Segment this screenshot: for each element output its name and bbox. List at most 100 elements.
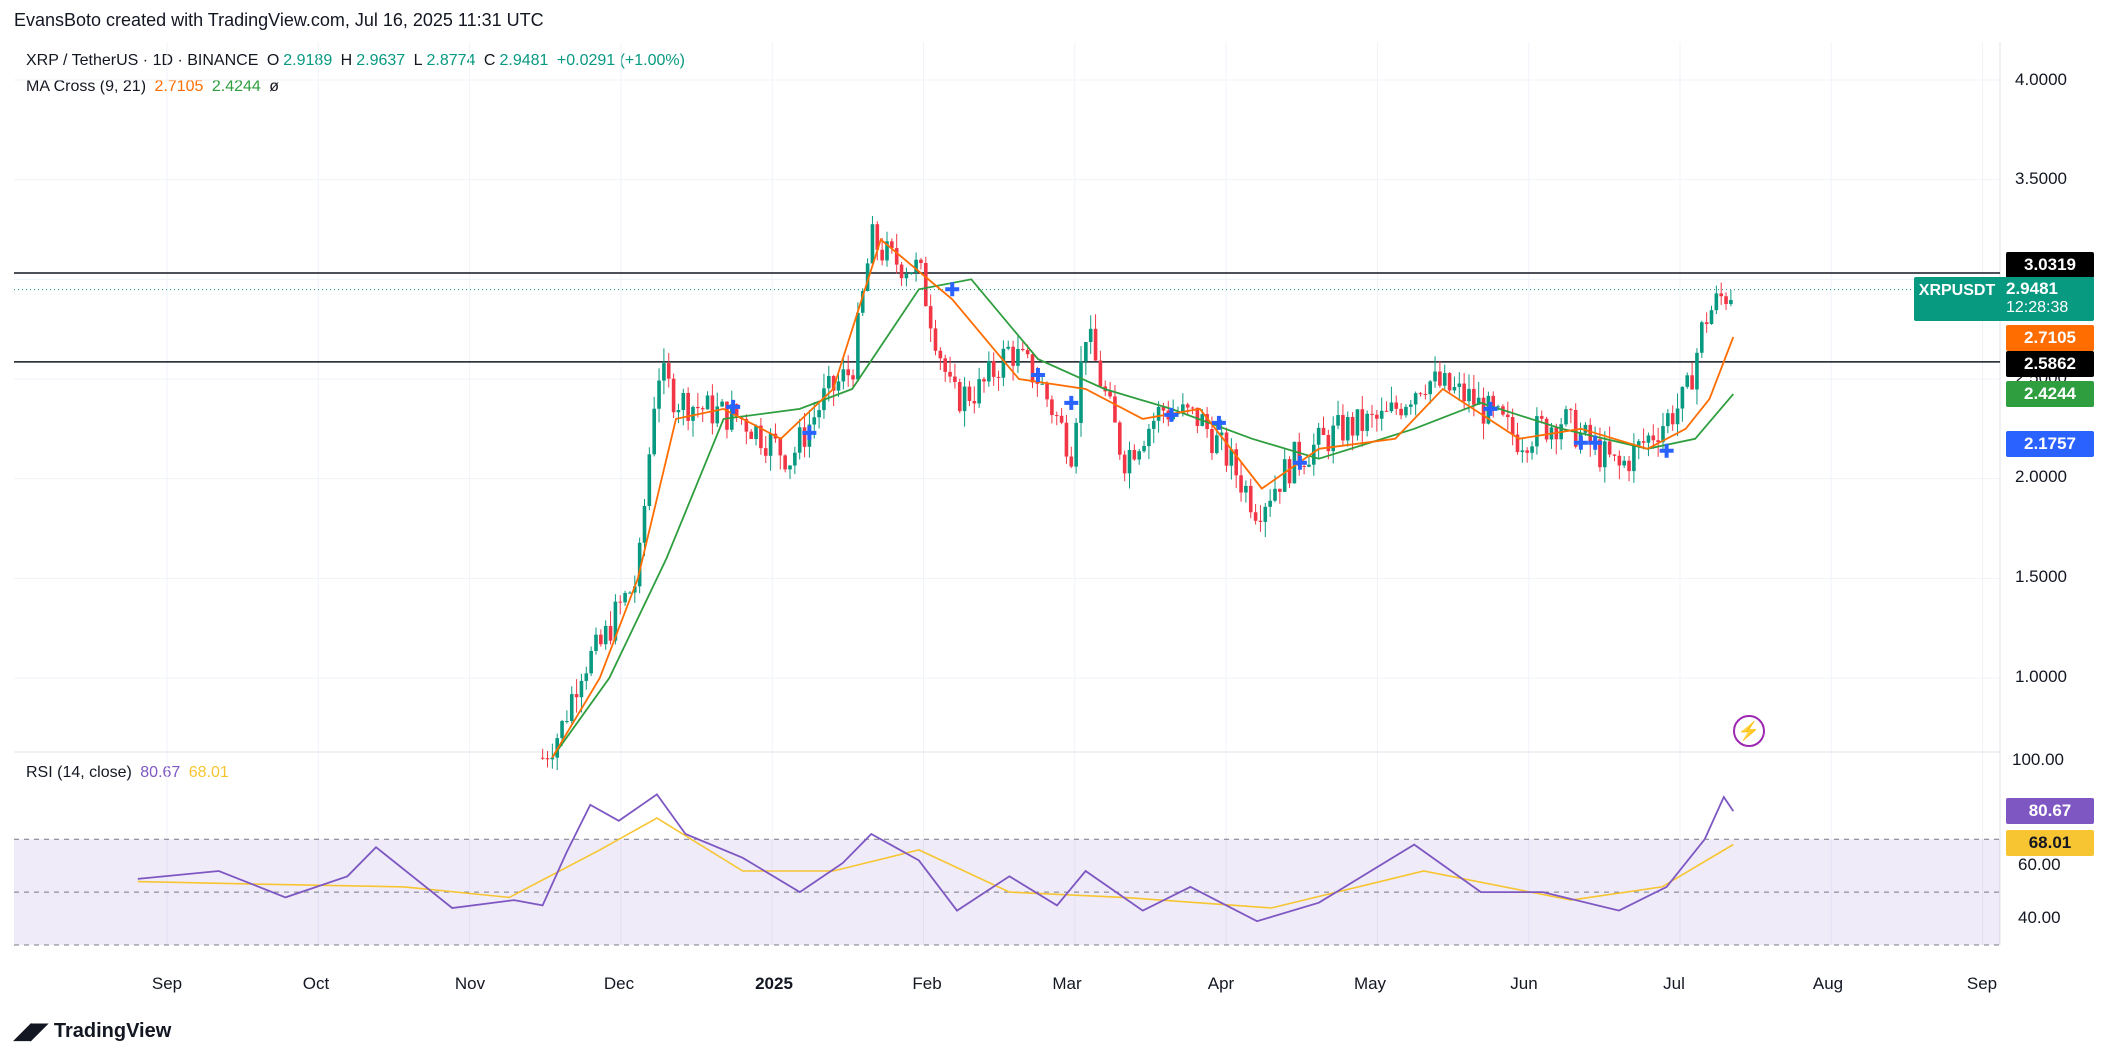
rsi-tick: 60.00 [2018,855,2061,874]
candle-body [1025,350,1030,355]
candle-body [778,438,783,456]
candle-body [1219,432,1224,436]
rsi-value: 80.67 [140,764,181,781]
x-axis-label: May [1353,974,1387,993]
ma-cross-marker [1211,415,1226,430]
candle-body [623,592,627,603]
candle-body [1132,449,1137,460]
ma-cross-marker [1064,395,1079,410]
candle-body [817,410,821,418]
candle-body [1695,352,1699,390]
candle-body [710,395,715,424]
candle-body [720,401,724,407]
candle-body [1564,409,1568,425]
candle-body [608,625,613,641]
candle-body [647,454,652,506]
candle-body [1137,451,1141,460]
candle-body [1636,441,1641,446]
candle-body [1472,388,1476,405]
candle-body [831,375,836,391]
candle-body [802,427,807,447]
tradingview-logo[interactable]: ◢◤ TradingView [14,1018,171,1044]
candle-body [885,241,889,261]
x-axis-label: Sep [1966,974,1998,993]
candle-body [1273,488,1277,501]
candle-body [836,381,841,391]
candle-body [1020,348,1025,351]
candle-body [666,363,671,379]
candle-body [671,378,676,413]
candle-body [1714,293,1719,311]
candle-body [1685,375,1690,387]
ma-slow-badge: 2.4244 [2006,381,2094,407]
candle-body [904,273,909,279]
candle-body [1098,360,1103,387]
candle-body [991,361,996,377]
candle-body [1054,415,1059,417]
candle-body [1583,424,1588,433]
rsi-ma-line [137,817,1734,909]
candle-body [826,375,831,389]
candle-body [1006,346,1011,349]
candle-body [696,406,700,409]
candle-body [1360,409,1365,431]
candle-body [545,758,550,760]
brand-name: TradingView [53,1019,172,1042]
cross-level-badge: 2.1757 [2006,431,2094,457]
low-value: 2.8774 [426,52,476,69]
candle-body [1661,426,1665,443]
lightning-icon[interactable]: ⚡ [1733,715,1765,747]
candle-body [1069,456,1074,467]
candle-body [1365,413,1369,431]
candle-body [744,418,749,432]
candle-body [1544,418,1549,440]
candle-body [890,241,894,249]
candle-body [691,406,695,421]
tv-logo-icon: ◢◤ [14,1018,48,1043]
candle-body [856,312,860,380]
candle-body [1690,375,1694,390]
candle-body [987,361,991,382]
candle-body [1719,293,1723,297]
candle-body [1001,348,1006,378]
candle-body [1142,445,1146,452]
x-axis-label: Mar [1052,974,1082,993]
candle-body [700,408,705,410]
candle-body [846,369,850,376]
candle-body [734,404,739,418]
high-label: H [340,52,353,69]
price-tick: 3.5000 [2015,169,2067,188]
candle-body [763,448,768,456]
candle-body [1278,488,1282,492]
candle-body [1515,434,1520,453]
candle-body [948,371,952,377]
rsi-legend[interactable]: RSI (14, close) 80.67 68.01 [26,764,233,782]
candle-body [1491,395,1496,408]
ma-cross-marker [1292,455,1307,470]
candle-body [1127,449,1132,474]
candle-body [919,259,923,263]
candle-body [1408,404,1413,407]
candle-body [1030,354,1035,383]
candle-body [662,363,666,381]
candle-body [812,417,817,425]
rsi-tick: 40.00 [2018,908,2061,927]
candle-body [1656,440,1660,443]
candle-body [1670,413,1675,425]
chart-svg[interactable] [0,0,2114,1000]
candle-body [1641,441,1646,443]
x-axis-label: Feb [912,974,942,993]
candle-body [1525,450,1529,453]
candle-body [579,680,584,698]
candle-body [1404,406,1408,416]
countdown: 12:28:38 [2006,299,2069,316]
x-axis-label: Jul [1663,974,1685,993]
candle-body [1418,393,1423,395]
candle-body [759,425,763,449]
candle-body [962,386,967,412]
candle-body [1510,417,1515,435]
candle-body [1651,435,1656,441]
ma-cross-marker [1164,407,1179,422]
candle-body [1093,328,1098,361]
candle-body [1151,420,1156,429]
